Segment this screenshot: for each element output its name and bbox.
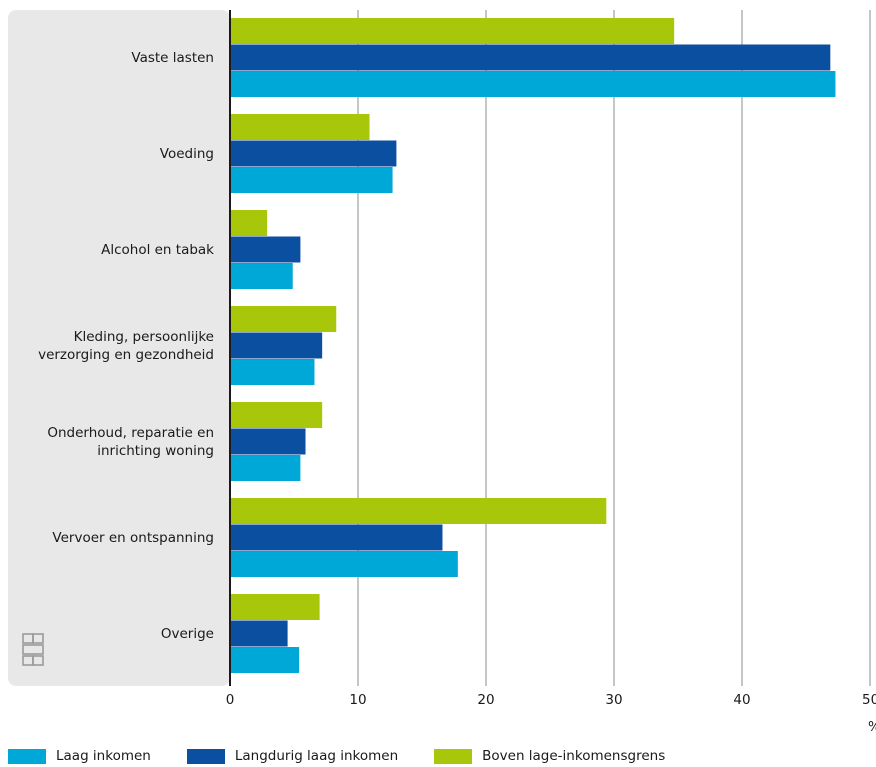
legend-swatch	[8, 748, 46, 764]
x-tick-label: 50	[862, 692, 876, 708]
category-label: Overige	[161, 626, 214, 642]
bar-laag-inkomen	[230, 551, 458, 577]
x-tick-label: 10	[349, 692, 366, 708]
bar-laag-inkomen	[230, 455, 301, 481]
category-label: Onderhoud, reparatie en inrichting woning	[47, 425, 214, 459]
x-tick-label: 30	[605, 692, 622, 708]
bar-boven-lage-inkomensgrens	[230, 594, 320, 620]
category-label: Vervoer en ontspanning	[52, 530, 214, 546]
category-label: Voeding	[160, 146, 214, 162]
category-label: Alcohol en tabak	[101, 242, 214, 258]
bar-boven-lage-inkomensgrens	[230, 18, 675, 44]
bar-boven-lage-inkomensgrens	[230, 210, 268, 236]
legend-swatch	[186, 748, 225, 764]
cbs-logo	[22, 633, 44, 666]
x-axis-unit: %	[868, 719, 876, 735]
bar-langdurig-laag-inkomen	[230, 140, 397, 167]
bar-langdurig-laag-inkomen	[230, 332, 323, 359]
bar-boven-lage-inkomensgrens	[230, 402, 323, 428]
x-tick-label: 20	[477, 692, 494, 708]
category-labels: Vaste lasten Voeding Alcohol en tabak Kledi…	[38, 50, 214, 642]
bar-langdurig-laag-inkomen	[230, 524, 443, 551]
bar-laag-inkomen	[230, 263, 293, 289]
legend-label: Laag inkomen	[56, 748, 151, 764]
gridlines	[357, 10, 871, 686]
bar-langdurig-laag-inkomen	[230, 620, 288, 647]
bar-langdurig-laag-inkomen	[230, 236, 301, 263]
bar-boven-lage-inkomensgrens	[230, 114, 370, 140]
x-axis-ticks: 0 10 20 30 40 50	[226, 692, 876, 708]
category-label-panel	[8, 10, 230, 686]
x-tick-label: 40	[733, 692, 750, 708]
bar-boven-lage-inkomensgrens	[230, 306, 337, 332]
bar-langdurig-laag-inkomen	[230, 44, 831, 71]
legend-label: Langdurig laag inkomen	[234, 748, 399, 764]
bar-laag-inkomen	[230, 167, 393, 193]
bar-boven-lage-inkomensgrens	[230, 498, 607, 524]
bar-laag-inkomen	[230, 359, 315, 385]
bar-laag-inkomen	[230, 647, 300, 673]
bar-langdurig-laag-inkomen	[230, 428, 306, 455]
legend-swatch	[434, 748, 473, 764]
category-label: Kleding, persoonlijke verzorging en gezon…	[38, 329, 214, 363]
category-label: Vaste lasten	[131, 50, 214, 66]
legend-item: Laag inkomen	[8, 748, 151, 764]
bars	[230, 18, 836, 673]
x-tick-label: 0	[226, 692, 235, 708]
bar-laag-inkomen	[230, 71, 836, 97]
legend-item: Boven lage-inkomensgrens	[434, 748, 665, 764]
legend-item: Langdurig laag inkomen	[186, 748, 399, 764]
legend: Laag inkomen Langdurig laag inkomen Boven …	[8, 745, 701, 767]
legend-label: Boven lage-inkomensgrens	[482, 748, 666, 764]
